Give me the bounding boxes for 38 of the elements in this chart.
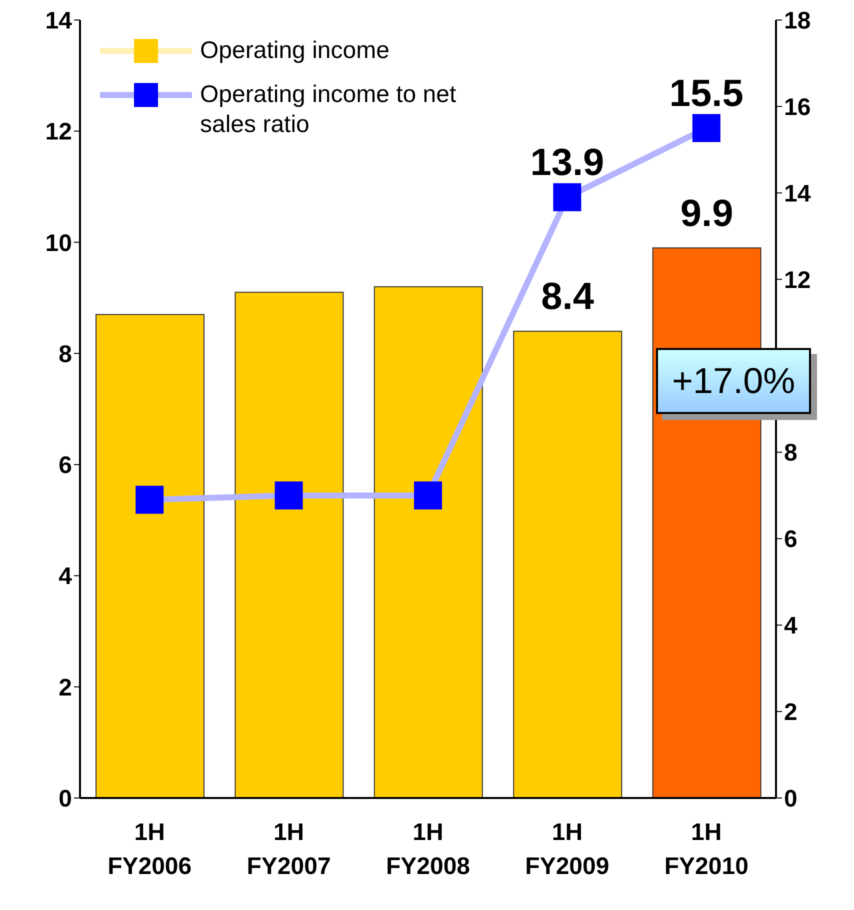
y-tick-label: 12 <box>45 118 72 146</box>
point <box>692 114 720 142</box>
y2-tick-label: 16 <box>784 94 811 121</box>
bar <box>513 330 622 798</box>
legend-label: Operating income <box>200 36 390 66</box>
y2-tick-label: 18 <box>784 8 811 35</box>
y2-tick-label: 4 <box>784 612 798 640</box>
bar <box>96 314 204 798</box>
bar <box>374 286 483 798</box>
point <box>136 486 164 514</box>
data-label: 13.9 <box>530 142 604 184</box>
y-tick-label: 8 <box>58 340 72 368</box>
point <box>414 481 442 510</box>
y2-tick-label: 12 <box>784 266 811 294</box>
data-label: 8.4 <box>541 276 594 318</box>
x-tick-label: 1H FY2010 <box>664 819 748 880</box>
y2-tick-label: 0 <box>784 786 798 813</box>
y2-tick-label: 14 <box>784 180 812 208</box>
x-tick-label: 1H FY2007 <box>246 819 331 880</box>
y2-tick-label: 2 <box>784 699 798 726</box>
y2-tick-label: 6 <box>784 526 798 554</box>
y-tick-label: 0 <box>58 786 72 813</box>
point <box>553 183 582 212</box>
y-tick-label: 10 <box>45 230 72 257</box>
data-label: 9.9 <box>680 192 734 235</box>
annotation: +17.0% <box>656 348 812 414</box>
bar <box>234 292 344 798</box>
y-tick-label: 2 <box>58 674 72 702</box>
x-tick-label: 1H FY2006 <box>108 819 192 880</box>
x-tick-label: 1H FY2009 <box>525 819 610 880</box>
point <box>274 481 303 510</box>
y-tick-label: 4 <box>58 563 73 590</box>
y2-tick-label: 8 <box>784 440 798 467</box>
y-tick-label: 6 <box>58 452 72 480</box>
x-tick-label: 1H FY2008 <box>386 819 470 880</box>
legend-label: Operating income to net sales ratio <box>200 80 458 140</box>
y-tick-label: 14 <box>45 8 73 35</box>
data-label: 15.5 <box>669 73 744 116</box>
